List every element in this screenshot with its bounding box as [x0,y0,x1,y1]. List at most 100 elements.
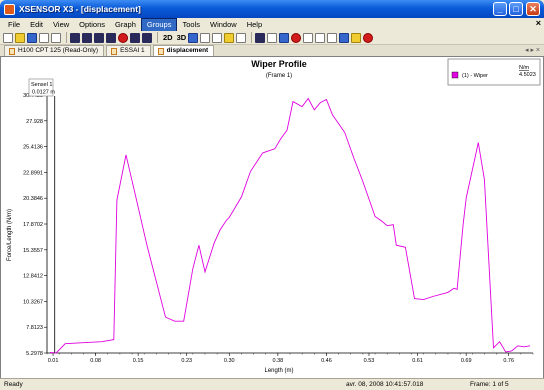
copy-icon[interactable] [303,32,314,43]
settings-icon[interactable] [327,32,338,43]
x-tick-label: 0.01 [48,358,59,364]
window-title: XSENSOR X3 - [displacement] [19,4,141,14]
window-layout-icon[interactable] [212,32,223,43]
view-3d-button[interactable]: 3D [176,33,187,42]
person-icon[interactable] [315,32,326,43]
y-axis: 5.2978 7.8123 10.3267 12.8412 15.3557 17.8702… [23,91,48,357]
x-axis-label: Length (m) [264,368,293,374]
print-preview-icon[interactable] [51,32,61,43]
x-axis: 0.01 0.08 0.15 0.23 0.30 0.38 0.46 0.53 0.61 0.69… [46,352,534,364]
tab-essai-1[interactable]: ESSAI 1 [106,45,151,56]
menu-bar: File Edit View Options Graph Groups Tool… [0,17,544,32]
document-icon [9,47,15,55]
toolbar: 2D 3D [0,31,544,45]
close-button[interactable]: ✕ [526,2,540,16]
legend-box [447,58,541,86]
calibrate-icon[interactable] [267,32,278,43]
maximize-button[interactable]: □ [509,2,523,16]
stop-icon[interactable] [106,32,116,43]
rewind-icon[interactable] [82,32,92,43]
new-file-icon[interactable] [3,32,13,43]
y-tick-label: 22.8991 [23,170,43,176]
tab-displacement[interactable]: displacement [152,45,215,56]
tab-navigation[interactable]: ◂ ▸ × [524,47,540,54]
grid-icon[interactable] [200,32,211,43]
document-icon [111,47,118,55]
sensor-icon[interactable] [279,32,290,43]
legend-value: 4.5023 [519,72,536,78]
toolbar-separator [251,32,253,43]
tab-label: displacement [166,47,209,54]
status-text: Ready [4,381,23,388]
last-frame-icon[interactable] [142,32,152,43]
title-bar[interactable]: XSENSOR X3 - [displacement] _ □ ✕ [0,0,544,18]
legend: N/m (1) - Wiper 4.5023 [447,58,541,86]
y-tick-label: 10.3267 [23,299,43,305]
y-tick-label: 5.2978 [26,351,43,357]
cursor-icon[interactable] [236,32,247,43]
legend-series-name: (1) - Wiper [462,73,488,79]
cursor-readout: Sensel 1 0.0127 m [28,78,55,97]
play-icon[interactable] [130,32,140,43]
x-tick-label: 0.53 [364,358,375,364]
y-tick-label: 25.4136 [23,145,43,151]
x-tick-label: 0.46 [321,358,332,364]
document-close-icon[interactable]: × [535,18,541,28]
minimize-button[interactable]: _ [493,2,507,16]
x-tick-label: 0.08 [90,358,101,364]
print-icon[interactable] [39,32,49,43]
x-tick-label: 0.69 [461,358,472,364]
document-tab-strip: H100 CPT 125 (Read-Only) ESSAI 1 displac… [0,45,544,57]
chart-area[interactable]: Wiper Profile (Frame 1) N/m (1) - Wiper … [0,57,544,378]
menu-options[interactable]: Options [79,19,106,29]
cursor-position-label: 0.0127 m [32,90,55,96]
legend-unit-header: N/m [519,65,530,71]
line-graph-icon[interactable] [188,32,199,43]
toolbar-separator [157,32,158,43]
y-tick-label: 12.8412 [23,274,43,280]
menu-help[interactable]: Help [246,19,263,29]
color-swatch-icon[interactable] [363,32,374,43]
open-folder-icon[interactable] [15,32,25,43]
view-2d-button[interactable]: 2D [163,33,173,42]
menu-graph[interactable]: Graph [115,19,136,29]
y-tick-label: 27.928 [26,119,43,125]
menu-groups[interactable]: Groups [140,17,178,32]
menu-window[interactable]: Window [210,19,237,29]
alarm-icon[interactable] [291,32,302,43]
highlight-icon[interactable] [224,32,235,43]
status-timestamp: avr. 08, 2008 10:41:57.018 [346,381,424,388]
palette-icon[interactable] [351,32,362,43]
save-icon[interactable] [27,32,37,43]
document-icon [157,47,164,55]
series-line-wiper [49,97,531,354]
chart-subtitle: (Frame 1) [266,73,292,79]
tab-label: ESSAI 1 [120,47,145,54]
toolbar-separator [66,32,67,43]
x-tick-label: 0.15 [133,358,144,364]
menu-tools[interactable]: Tools [182,19,200,29]
x-tick-label: 0.30 [224,358,235,364]
chart-title: Wiper Profile [251,59,306,69]
y-tick-label: 20.3846 [23,196,43,202]
first-frame-icon[interactable] [70,32,80,43]
x-tick-label: 0.61 [412,358,423,364]
menu-file[interactable]: File [8,19,21,29]
record-icon[interactable] [118,32,128,43]
cursor-readout-box [28,78,54,97]
wiper-profile-chart[interactable]: Wiper Profile (Frame 1) N/m (1) - Wiper … [1,57,543,378]
bars-icon[interactable] [255,32,266,43]
y-axis-label: Force/Length (N/m) [7,209,13,261]
menu-edit[interactable]: Edit [30,19,44,29]
x-tick-label: 0.38 [272,358,283,364]
tab-h100-cpt-125[interactable]: H100 CPT 125 (Read-Only) [4,45,105,56]
menu-view[interactable]: View [53,19,70,29]
series-layer [49,97,531,354]
step-back-icon[interactable] [94,32,104,43]
status-bar: Ready avr. 08, 2008 10:41:57.018 Frame: … [0,378,544,390]
x-tick-label: 0.23 [181,358,192,364]
y-tick-label: 17.8702 [23,222,43,228]
info-icon[interactable] [339,32,350,43]
status-frame: Frame: 1 of 5 [470,381,509,388]
x-tick-label: 0.76 [503,358,514,364]
